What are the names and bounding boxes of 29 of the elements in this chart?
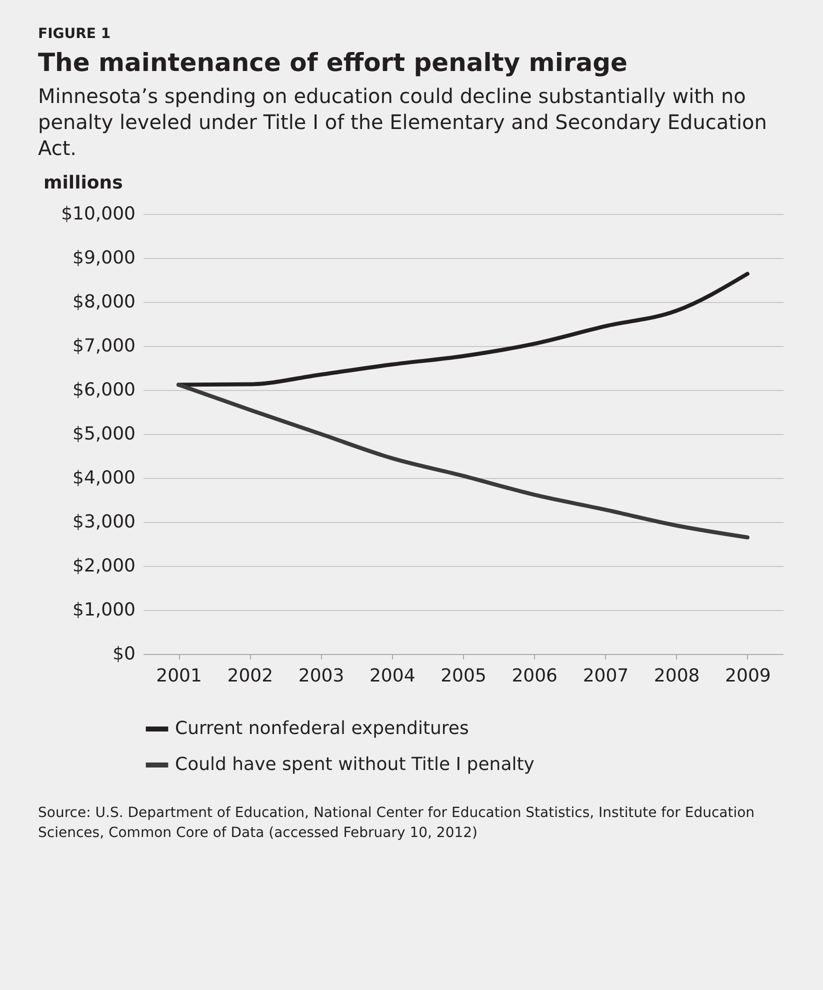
y-axis-title: millions <box>44 172 123 194</box>
chart-title: The maintenance of effort penalty mirage <box>38 48 628 77</box>
x-tick-label: 2008 <box>654 666 700 686</box>
legend-label: Could have spent without Title I penalty <box>175 754 535 775</box>
y-tick-label: $2,000 <box>72 556 136 576</box>
chart-subtitle: Minnesota’s spending on education could decline substantially with no penalty leveled under Title I of the Elementary and Secondary Education Act. <box>38 83 768 161</box>
y-tick-label: $9,000 <box>72 248 136 268</box>
y-tick-label: $5,000 <box>72 424 136 444</box>
x-tick-label: 2002 <box>227 666 274 686</box>
y-tick-label: $1,000 <box>72 600 136 620</box>
x-tick-label: 2005 <box>440 666 486 686</box>
y-tick-label: $4,000 <box>72 468 136 488</box>
y-tick-label: $3,000 <box>72 512 136 532</box>
legend-label: Current nonfederal expenditures <box>175 718 469 739</box>
y-tick-label: $7,000 <box>72 336 136 356</box>
y-tick-label: $8,000 <box>72 292 136 312</box>
x-tick-label: 2006 <box>512 666 558 686</box>
line-series <box>176 382 750 540</box>
y-tick-label: $0 <box>112 644 136 664</box>
source-note: Source: U.S. Department of Education, National Center for Education Statistics, Institute for Education Sciences, Common Core of Data (accessed February 10, 2012) <box>38 804 756 843</box>
y-tick-label: $6,000 <box>72 380 136 400</box>
line-series <box>176 272 750 387</box>
caption: FIGURE 1 <box>38 26 112 42</box>
x-tick-label: 2007 <box>582 666 629 686</box>
x-tick-label: 2009 <box>725 666 771 686</box>
y-tick-label: $10,000 <box>61 204 136 224</box>
x-tick-label: 2004 <box>369 666 416 686</box>
x-tick-label: 2003 <box>298 666 344 686</box>
x-tick-label: 2001 <box>156 666 202 686</box>
